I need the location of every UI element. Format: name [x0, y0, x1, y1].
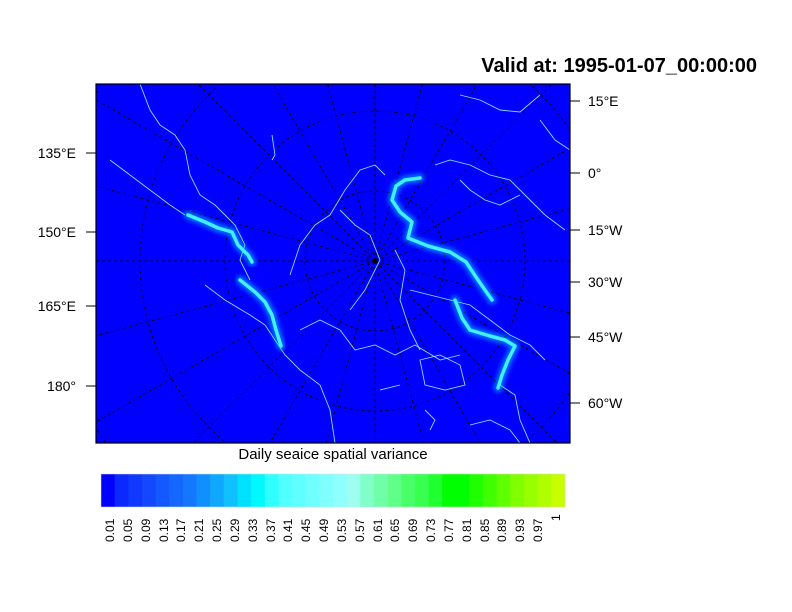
colorbar-label: 0.53 [334, 518, 349, 542]
colorbar-label: 0.97 [531, 518, 546, 542]
lon-label-15e: 15°E [588, 93, 619, 109]
lon-label-30w: 30°W [588, 274, 623, 290]
colorbar-label: 0.45 [299, 518, 314, 542]
latitude-circle [96, 88, 106, 443]
ice-edge-line [453, 298, 517, 390]
latitude-circle [224, 110, 526, 412]
coastline [379, 384, 401, 391]
meridian-line [374, 260, 481, 443]
colorbar-label: 0.09 [138, 518, 153, 542]
ice-edge-line [238, 278, 283, 348]
colorbar-label: 0.73 [424, 518, 439, 542]
colorbar-label: 0.49 [317, 518, 332, 542]
coastline [434, 159, 566, 231]
colorbar-label: 0.37 [263, 518, 278, 542]
colorbar-label: 0.77 [441, 518, 456, 542]
lon-label-60w: 60°W [588, 395, 623, 411]
coastline [469, 419, 521, 443]
lon-label-45w: 45°W [588, 329, 623, 345]
map-background [96, 84, 570, 443]
coastline [109, 159, 186, 216]
meridian-line [374, 84, 423, 262]
coastline [419, 354, 466, 391]
coastline [499, 384, 531, 443]
ice-edge-line [186, 213, 254, 264]
ice-edge-variance [183, 173, 520, 393]
coastline [539, 119, 570, 151]
colorbar-label: 0.01 [103, 518, 117, 542]
coastline [394, 249, 421, 351]
colorbar-label: 0.17 [174, 518, 189, 542]
coastline [271, 134, 276, 161]
colorbar-label: 0.85 [477, 518, 492, 542]
colorbar-label: 0.21 [192, 518, 207, 542]
coastline [299, 319, 461, 361]
coastline [459, 94, 541, 113]
colorbar-label: 0.25 [210, 518, 225, 542]
map-frame [95, 83, 571, 444]
latitude-circle [304, 190, 446, 332]
meridian-line [96, 185, 376, 262]
meridian-line [374, 208, 570, 262]
coastline [139, 84, 251, 281]
meridian-line [192, 260, 376, 443]
valid-time-title: Valid at: 1995-01-07_00:00:00 [481, 55, 757, 77]
colorbar-label: 0.93 [513, 518, 528, 542]
colorbar-label: 0.33 [245, 518, 260, 542]
coastline [339, 209, 381, 311]
coastline [459, 179, 521, 206]
ice-edge-line [390, 176, 494, 302]
colorbar-label: 0.13 [156, 518, 171, 542]
meridian-line [374, 260, 425, 443]
colorbar-label: 0.41 [281, 518, 296, 542]
lon-label-0: 0° [588, 165, 602, 181]
meridian-line [96, 260, 376, 337]
meridian-line [374, 260, 570, 374]
meridian-line [374, 84, 478, 262]
latitude-circle [139, 86, 570, 442]
meridian-line [374, 260, 558, 443]
coastline [289, 164, 386, 276]
meridian-line [272, 84, 376, 262]
colorbar-label: 0.57 [352, 518, 367, 542]
colorbar-label: 0.89 [495, 518, 510, 542]
coastline [424, 409, 436, 431]
meridian-line [269, 260, 376, 443]
meridian-line [374, 260, 570, 314]
colorbar-title: Daily seaice spatial variance [238, 446, 428, 463]
colorbar-label: 0.61 [370, 518, 385, 542]
meridian-line [327, 84, 376, 262]
lon-label-165e: 165°E [37, 298, 76, 314]
lon-label-135e: 135°E [37, 145, 76, 161]
meridian-line [325, 260, 376, 443]
colorbar-label: 0.69 [406, 518, 421, 542]
colorbar-label: 1 [549, 514, 563, 521]
lon-label-150e: 150°E [37, 224, 76, 240]
graticule [96, 84, 570, 443]
lon-label-15w: 15°W [588, 222, 623, 238]
colorbar-label: 0.65 [388, 518, 403, 542]
coastline [409, 289, 546, 361]
colorbar-label: 0.05 [120, 518, 135, 542]
lon-label-180: 180° [47, 378, 76, 394]
colorbar-label: 0.81 [459, 518, 474, 542]
colorbar-label: 0.29 [227, 518, 242, 542]
